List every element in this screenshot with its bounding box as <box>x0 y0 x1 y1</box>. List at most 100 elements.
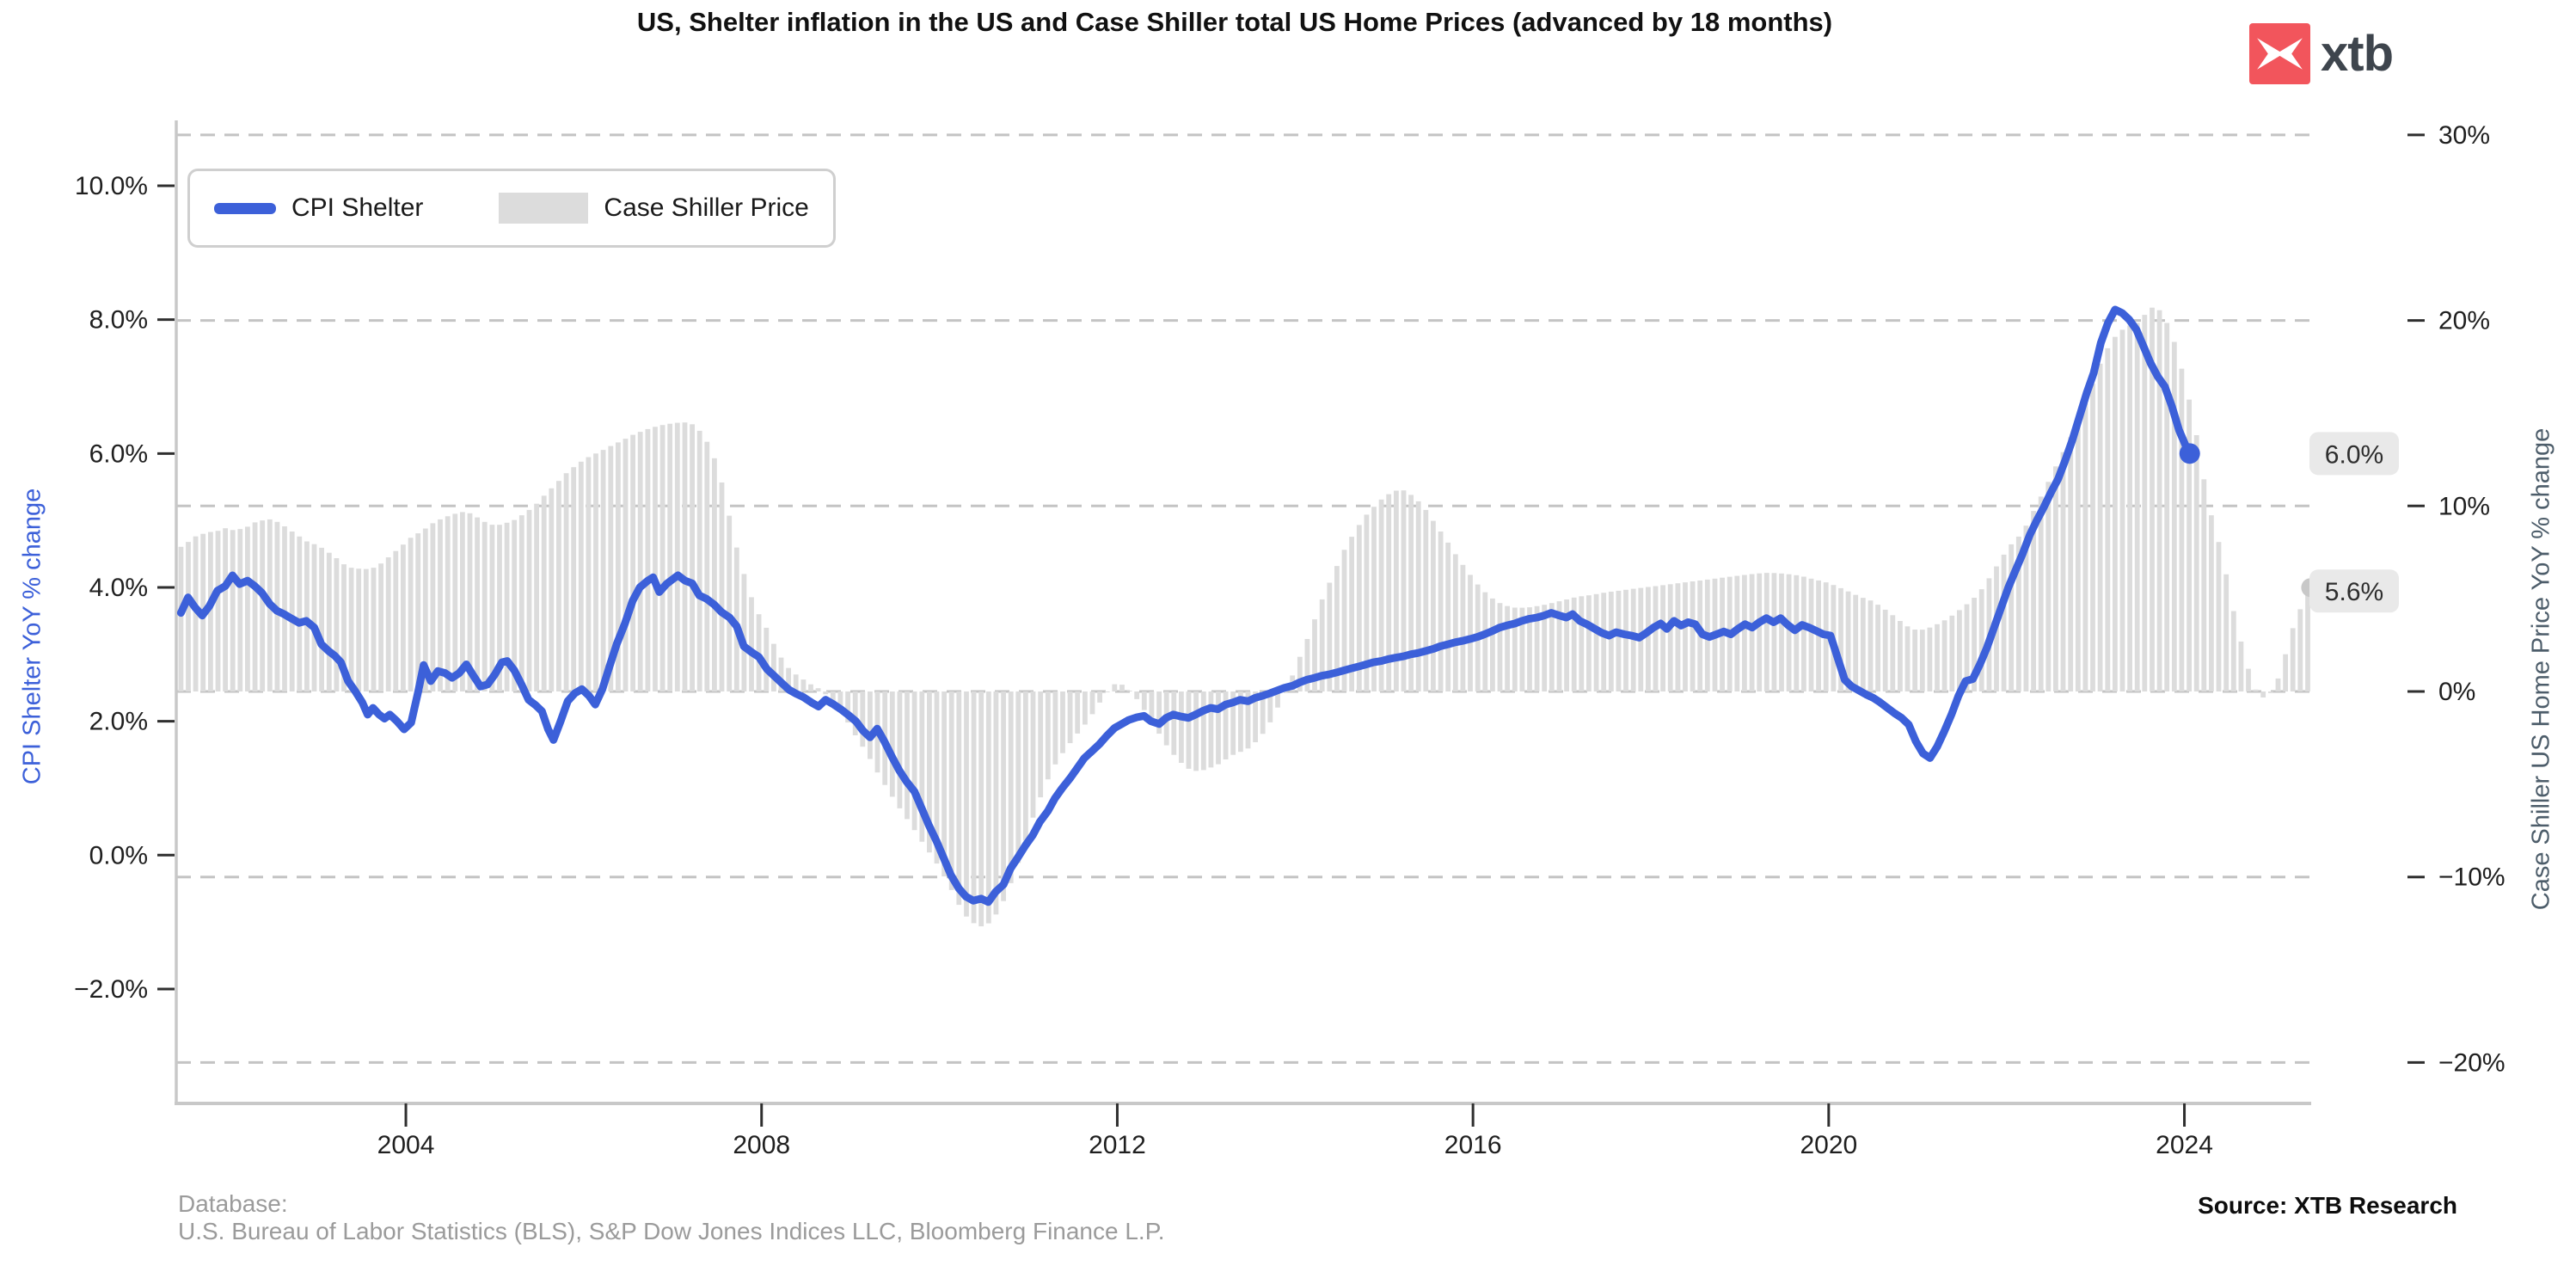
cpi-shelter-end-dot <box>2179 443 2200 464</box>
case-shiller-bar <box>1786 574 1792 691</box>
case-shiller-bar <box>289 532 295 691</box>
case-shiller-bar <box>438 519 443 691</box>
case-shiller-bar <box>401 544 406 691</box>
case-shiller-bar <box>1378 499 1384 691</box>
case-shiller-bar <box>2268 691 2273 693</box>
case-shiller-bar <box>837 691 843 712</box>
case-shiller-bar <box>393 550 399 691</box>
case-shiller-bar <box>845 691 850 723</box>
x-tick-label: 2008 <box>733 1131 790 1159</box>
case-shiller-bar <box>868 691 873 759</box>
case-shiller-bar <box>1089 691 1095 715</box>
case-shiller-bar <box>1075 691 1081 734</box>
case-shiller-bar <box>237 529 243 691</box>
case-shiller-bar <box>778 657 784 691</box>
case-shiller-bar <box>378 563 383 691</box>
case-shiller-bar <box>2201 479 2207 691</box>
case-shiller-bar <box>415 533 421 691</box>
case-shiller-bar <box>563 473 569 691</box>
case-shiller-bar <box>704 441 710 691</box>
case-shiller-bar <box>2134 323 2140 691</box>
case-shiller-bar <box>1890 615 1896 691</box>
case-shiller-bar <box>1542 605 1548 691</box>
case-shiller-bar <box>1972 598 1977 691</box>
case-shiller-bar <box>1527 607 1532 691</box>
case-shiller-legend-swatch <box>499 193 589 224</box>
cpi-last-value-badge-box <box>2309 432 2399 476</box>
case-shiller-bar <box>556 481 561 691</box>
case-shiller-bar <box>1334 566 1340 691</box>
case-shiller-last-value-badge-label: 5.6% <box>2325 578 2383 606</box>
case-shiller-bar <box>1238 691 1243 753</box>
case-shiller-bar <box>208 532 213 691</box>
case-shiller-bar <box>1097 691 1102 703</box>
case-shiller-bar <box>1601 593 1607 691</box>
case-shiller-bar <box>526 509 532 691</box>
case-shiller-bar <box>2023 525 2029 691</box>
case-shiller-bar <box>1349 537 1354 691</box>
case-shiller-bar <box>504 522 510 691</box>
case-shiller-bar <box>571 467 577 691</box>
database-note: Database: U.S. Bureau of Labor Statistic… <box>178 1190 1165 1245</box>
case-shiller-bar <box>2223 574 2229 691</box>
case-shiller-bar <box>2216 542 2222 691</box>
case-shiller-bar <box>948 691 954 890</box>
case-shiller-bar <box>430 523 436 691</box>
case-shiller-bar <box>1882 609 1888 691</box>
case-shiller-bar <box>1038 691 1044 798</box>
case-shiller-bar <box>408 538 414 691</box>
case-shiller-bar <box>1838 587 1843 691</box>
case-shiller-bar <box>2209 515 2214 691</box>
case-shiller-bar <box>1667 584 1673 691</box>
case-shiller-bar <box>690 424 695 691</box>
case-shiller-bar <box>1564 599 1569 691</box>
database-label: Database: <box>178 1190 288 1217</box>
case-shiller-bar <box>1119 685 1125 691</box>
case-shiller-bar <box>2045 482 2052 691</box>
right-axis-title: Case Shiller US Home Price YoY % change <box>2527 427 2555 911</box>
case-shiller-bar <box>1156 691 1162 734</box>
x-tick-label: 2012 <box>1089 1131 1146 1159</box>
case-shiller-bar <box>1742 575 1747 691</box>
case-shiller-bar <box>311 544 317 691</box>
case-shiller-bar <box>623 439 629 691</box>
case-shiller-bar <box>1927 627 1933 691</box>
case-shiller-bar <box>667 423 673 691</box>
case-shiller-bar <box>186 542 191 691</box>
case-shiller-bar <box>1445 542 1451 691</box>
case-shiller-bar <box>1898 621 1903 691</box>
case-shiller-bar <box>2031 511 2036 691</box>
xtb-logo: xtb <box>2249 23 2394 84</box>
case-shiller-bar <box>534 503 539 691</box>
case-shiller-bar <box>1646 587 1651 691</box>
case-shiller-bar <box>696 430 702 691</box>
case-shiller-bar <box>2283 654 2288 691</box>
case-shiller-bar <box>985 691 991 924</box>
case-shiller-bar <box>1260 691 1266 734</box>
case-shiller-bar <box>1978 589 1984 691</box>
case-shiller-bar <box>808 684 813 691</box>
case-shiller-bar <box>1904 626 1911 691</box>
case-shiller-bar <box>727 515 733 691</box>
case-shiller-bar <box>518 515 524 691</box>
case-shiller-bar <box>467 513 473 691</box>
case-shiller-bar <box>304 541 310 691</box>
left-tick-label: −2.0% <box>74 975 148 1004</box>
case-shiller-bar <box>475 517 480 691</box>
case-shiller-bar <box>1468 575 1473 691</box>
case-shiller-bar <box>786 667 791 691</box>
case-shiller-bar <box>1534 605 1540 691</box>
case-shiller-bar <box>1141 691 1147 710</box>
case-shiller-bar <box>319 547 324 691</box>
case-shiller-bar <box>1200 691 1206 771</box>
case-shiller-bar <box>889 691 895 797</box>
case-shiller-bar <box>2119 329 2125 691</box>
chart-legend: CPI Shelter Case Shiller Price <box>187 169 836 248</box>
case-shiller-bar <box>1757 573 1763 691</box>
case-shiller-bar <box>1586 595 1592 691</box>
case-shiller-bar <box>1853 594 1859 691</box>
case-shiller-bars <box>178 307 2310 927</box>
case-shiller-bar <box>260 520 266 691</box>
